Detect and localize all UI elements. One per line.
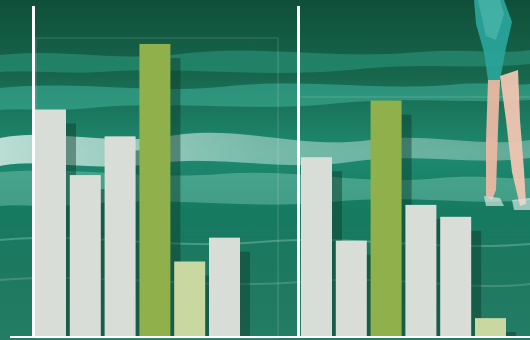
bar-right-6 <box>475 318 506 336</box>
bar-right-3 <box>370 100 402 336</box>
bar-right-2 <box>335 240 367 336</box>
bar-right-1 <box>301 157 332 336</box>
bar-left-1 <box>35 109 66 337</box>
bar-left-6 <box>209 237 240 336</box>
wading-figure <box>474 0 530 210</box>
bar-left-5 <box>174 261 206 336</box>
bar-chart-panel-left <box>32 6 250 337</box>
bar-left-4 <box>139 43 171 337</box>
bar-right-4 <box>405 204 437 336</box>
bar-chart-panel-right <box>297 6 516 336</box>
bar-left-3 <box>104 136 136 336</box>
bar-left-2 <box>69 175 101 336</box>
bar-right-5 <box>440 216 472 336</box>
